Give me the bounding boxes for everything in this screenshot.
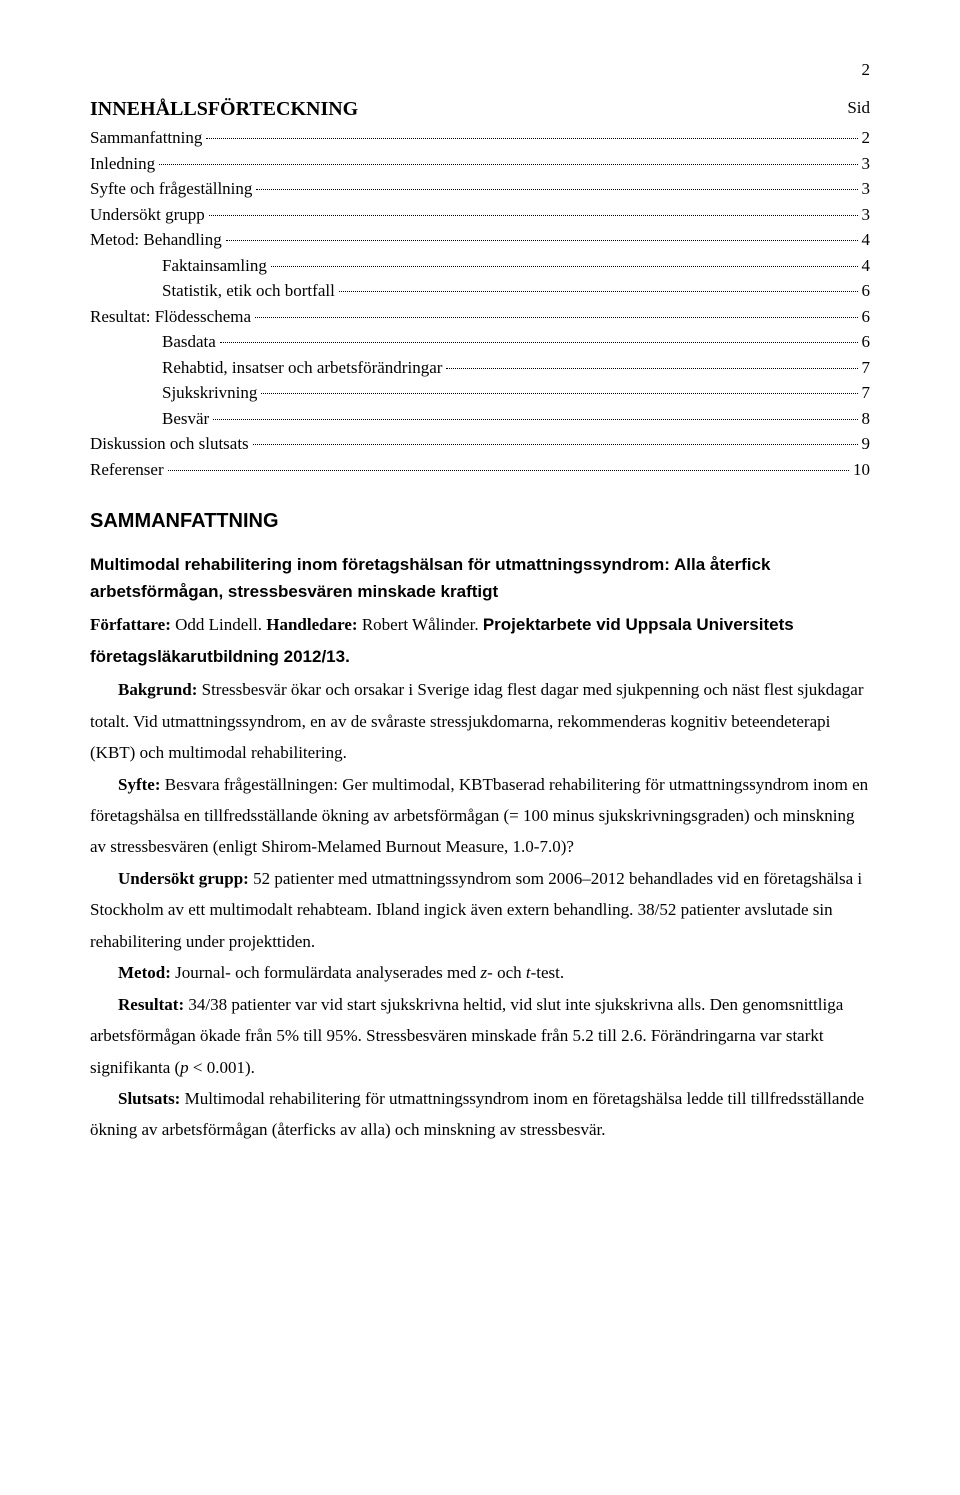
toc-dots bbox=[446, 368, 857, 369]
toc-item: Basdata 6 bbox=[90, 329, 870, 355]
resultat-p: p bbox=[180, 1058, 189, 1077]
toc-dots bbox=[261, 393, 857, 394]
toc-item: Syfte och frågeställning 3 bbox=[90, 176, 870, 202]
author-label: Författare: bbox=[90, 615, 171, 634]
toc-item: Diskussion och slutsats 9 bbox=[90, 431, 870, 457]
toc-dots bbox=[220, 342, 858, 343]
toc-page: 9 bbox=[862, 431, 871, 457]
author-name: Odd Lindell. bbox=[171, 615, 266, 634]
grupp-para: Undersökt grupp: 52 patienter med utmatt… bbox=[90, 863, 870, 957]
summary-subtitle: Multimodal rehabilitering inom företagsh… bbox=[90, 551, 870, 605]
slutsats-label: Slutsats: bbox=[118, 1089, 180, 1108]
toc-page: 2 bbox=[862, 125, 871, 151]
toc-dots bbox=[253, 444, 858, 445]
toc-label: Syfte och frågeställning bbox=[90, 176, 252, 202]
bakgrund-text: Stressbesvär ökar och orsakar i Sverige … bbox=[90, 680, 864, 762]
author-line: Författare: Odd Lindell. Handledare: Rob… bbox=[90, 609, 870, 672]
toc-page: 8 bbox=[862, 406, 871, 432]
toc-dots bbox=[271, 266, 858, 267]
page-number: 2 bbox=[90, 60, 870, 80]
toc-label: Sjukskrivning bbox=[162, 380, 257, 406]
toc-dots bbox=[209, 215, 858, 216]
document-page: 2 INNEHÅLLSFÖRTECKNING Sid Sammanfattnin… bbox=[0, 0, 960, 1196]
toc-title: INNEHÅLLSFÖRTECKNING bbox=[90, 98, 358, 120]
toc-label: Resultat: Flödesschema bbox=[90, 304, 251, 330]
summary-heading: SAMMANFATTNING bbox=[90, 510, 870, 533]
resultat-label: Resultat: bbox=[118, 995, 184, 1014]
grupp-label: Undersökt grupp: bbox=[118, 869, 249, 888]
supervisor-name: Robert Wålinder. bbox=[358, 615, 483, 634]
toc-label: Besvär bbox=[162, 406, 209, 432]
toc-dots bbox=[213, 419, 857, 420]
metod-mid: - och bbox=[487, 963, 526, 982]
toc-sid-label: Sid bbox=[847, 98, 870, 118]
bakgrund-para: Bakgrund: Stressbesvär ökar och orsakar … bbox=[90, 674, 870, 768]
toc-item: Rehabtid, insatser och arbetsförändringa… bbox=[90, 355, 870, 381]
toc-item: Sjukskrivning 7 bbox=[90, 380, 870, 406]
syfte-label: Syfte: bbox=[118, 775, 160, 794]
metod-label: Metod: bbox=[118, 963, 171, 982]
toc-page: 4 bbox=[862, 227, 871, 253]
toc-page: 4 bbox=[862, 253, 871, 279]
toc-page: 6 bbox=[862, 278, 871, 304]
toc-dots bbox=[255, 317, 857, 318]
toc-dots bbox=[206, 138, 857, 139]
syfte-para: Syfte: Besvara frågeställningen: Ger mul… bbox=[90, 769, 870, 863]
resultat-end: < 0.001). bbox=[189, 1058, 255, 1077]
toc-dots bbox=[226, 240, 858, 241]
metod-pre: Journal- och formulärdata analyserades m… bbox=[171, 963, 481, 982]
toc-page: 7 bbox=[862, 380, 871, 406]
toc-label: Inledning bbox=[90, 151, 155, 177]
metod-para: Metod: Journal- och formulärdata analyse… bbox=[90, 957, 870, 988]
toc-dots bbox=[256, 189, 857, 190]
toc-label: Basdata bbox=[162, 329, 216, 355]
slutsats-text: Multimodal rehabilitering för utmattning… bbox=[90, 1089, 864, 1139]
toc-label: Statistik, etik och bortfall bbox=[162, 278, 335, 304]
toc-item: Statistik, etik och bortfall 6 bbox=[90, 278, 870, 304]
toc-label: Faktainsamling bbox=[162, 253, 267, 279]
toc-dots bbox=[339, 291, 858, 292]
resultat-para: Resultat: 34/38 patienter var vid start … bbox=[90, 989, 870, 1083]
toc-page: 7 bbox=[862, 355, 871, 381]
toc-label: Referenser bbox=[90, 457, 164, 483]
toc-page: 3 bbox=[862, 176, 871, 202]
toc-item: Undersökt grupp 3 bbox=[90, 202, 870, 228]
toc-item: Referenser 10 bbox=[90, 457, 870, 483]
toc-label: Metod: Behandling bbox=[90, 227, 222, 253]
toc-dots bbox=[159, 164, 857, 165]
supervisor-label: Handledare: bbox=[266, 615, 357, 634]
toc-item: Besvär 8 bbox=[90, 406, 870, 432]
syfte-text: Besvara frågeställningen: Ger multimodal… bbox=[90, 775, 868, 857]
toc-label: Rehabtid, insatser och arbetsförändringa… bbox=[162, 355, 442, 381]
bakgrund-label: Bakgrund: bbox=[118, 680, 197, 699]
toc-dots bbox=[168, 470, 849, 471]
toc-item: Sammanfattning 2 bbox=[90, 125, 870, 151]
toc-label: Sammanfattning bbox=[90, 125, 202, 151]
toc-page: 10 bbox=[853, 457, 870, 483]
toc-page: 6 bbox=[862, 304, 871, 330]
toc-item: Metod: Behandling 4 bbox=[90, 227, 870, 253]
toc-page: 6 bbox=[862, 329, 871, 355]
toc-list: Sammanfattning 2 Inledning 3 Syfte och f… bbox=[90, 125, 870, 482]
toc-item: Resultat: Flödesschema 6 bbox=[90, 304, 870, 330]
toc-page: 3 bbox=[862, 151, 871, 177]
metod-post: -test. bbox=[531, 963, 565, 982]
toc-label: Undersökt grupp bbox=[90, 202, 205, 228]
toc-item: Inledning 3 bbox=[90, 151, 870, 177]
slutsats-para: Slutsats: Multimodal rehabilitering för … bbox=[90, 1083, 870, 1146]
toc-label: Diskussion och slutsats bbox=[90, 431, 249, 457]
toc-item: Faktainsamling 4 bbox=[90, 253, 870, 279]
toc-header: INNEHÅLLSFÖRTECKNING Sid bbox=[90, 98, 870, 121]
toc-page: 3 bbox=[862, 202, 871, 228]
